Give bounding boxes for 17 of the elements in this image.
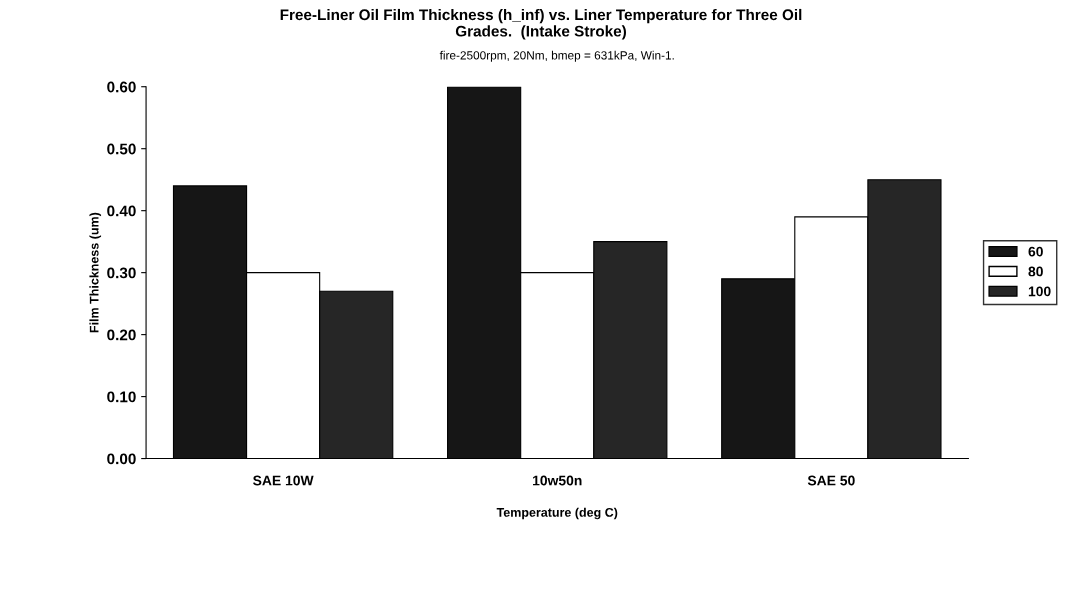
legend-label: 80	[1028, 266, 1043, 277]
y-tick-label: 0.50	[107, 143, 136, 155]
x-axis-title: Temperature (deg C)	[496, 507, 618, 520]
y-tick-label: 0.60	[107, 81, 136, 93]
x-tick-label: 10w50n	[533, 475, 582, 486]
y-tick-label: 0.00	[107, 453, 136, 465]
chart-title: Free-Liner Oil Film Thickness (h_inf) vs. Liner Temperature for Three Oil Grades. (Intake Stroke)	[280, 8, 802, 40]
legend-label: 100	[1028, 286, 1051, 297]
y-tick-label: 0.30	[107, 267, 136, 279]
legend-label: 60	[1028, 246, 1043, 257]
chart-subtitle: fire-2500rpm, 20Nm, bmep = 631kPa, Win-1.	[439, 50, 674, 62]
y-tick-label: 0.10	[107, 391, 136, 403]
x-tick-label: SAE 50	[807, 475, 855, 486]
y-tick-label: 0.20	[107, 329, 136, 341]
y-tick-label: 0.40	[107, 205, 136, 217]
y-axis-title: Film Thickness (um)	[89, 212, 102, 333]
x-tick-label: SAE 10W	[253, 475, 314, 486]
